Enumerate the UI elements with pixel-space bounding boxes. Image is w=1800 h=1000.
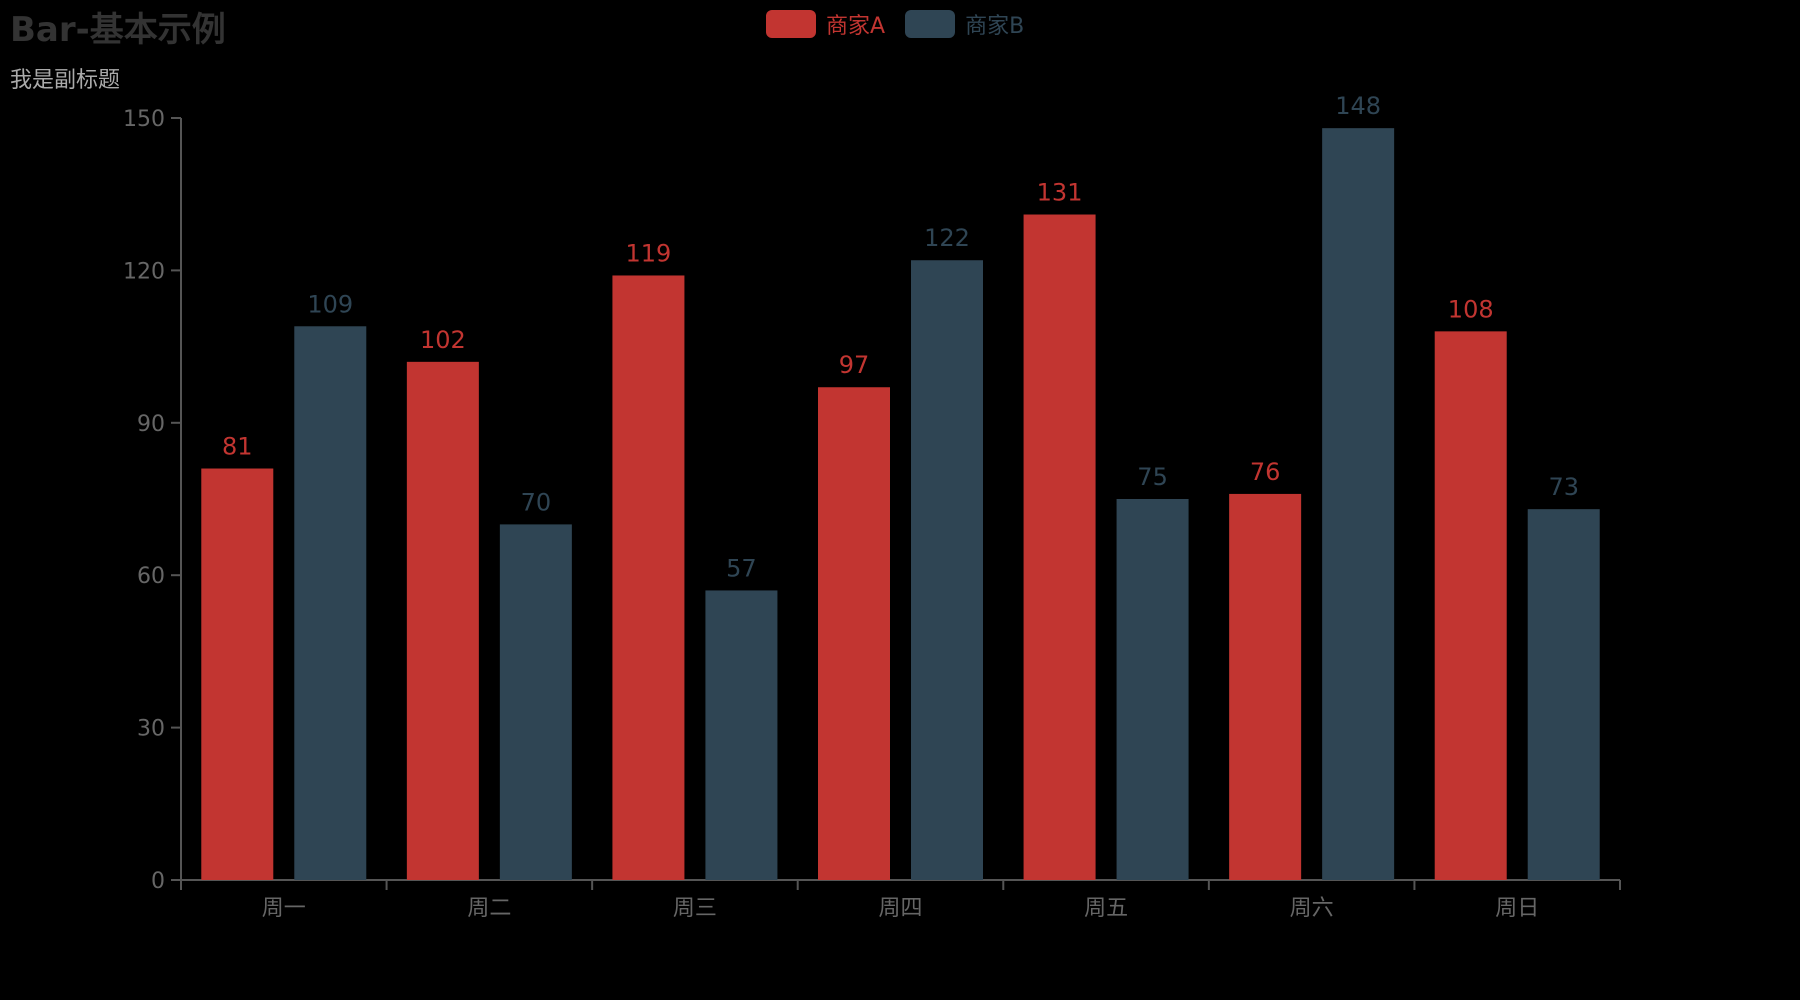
y-tick-label-4: 120 <box>123 259 165 284</box>
bar-s1-0 <box>294 326 367 880</box>
bar-s1-4 <box>1116 499 1189 880</box>
bar-s0-0 <box>201 468 274 880</box>
bar-s1-3 <box>911 260 983 880</box>
y-tick-label-0: 0 <box>151 869 165 894</box>
y-tick-label-3: 90 <box>137 412 165 437</box>
data-label-s1-6: 73 <box>1548 473 1579 501</box>
data-label-s1-4: 75 <box>1137 463 1168 491</box>
bar-s1-1 <box>499 524 572 880</box>
data-label-s0-4: 131 <box>1037 179 1083 207</box>
data-label-s0-1: 102 <box>420 326 466 354</box>
chart-title: Bar-基本示例 <box>10 10 226 50</box>
data-label-s1-0: 109 <box>307 290 353 318</box>
data-label-s0-6: 108 <box>1448 295 1494 323</box>
bar-s1-5 <box>1322 128 1395 880</box>
data-label-s0-0: 81 <box>222 433 253 461</box>
x-tick-label-4: 周五 <box>1084 896 1128 921</box>
data-label-s0-2: 119 <box>626 239 672 267</box>
y-tick-label-5: 150 <box>123 107 165 132</box>
y-tick-label-1: 30 <box>137 717 165 742</box>
data-label-s1-3: 122 <box>924 224 970 252</box>
legend: 商家A 商家B <box>766 8 1044 40</box>
legend-swatch-b <box>905 10 956 38</box>
bar-s1-2 <box>705 590 778 880</box>
data-label-s0-5: 76 <box>1250 458 1281 486</box>
x-tick-label-0: 周一 <box>262 896 306 921</box>
data-label-s0-3: 97 <box>839 351 870 379</box>
legend-item-a[interactable]: 商家A <box>766 8 885 40</box>
x-tick-label-2: 周三 <box>673 896 717 921</box>
bar-s0-2 <box>612 275 685 881</box>
x-tick-label-3: 周四 <box>878 896 922 921</box>
chart-subtitle: 我是副标题 <box>10 68 121 93</box>
bar-s0-6 <box>1434 331 1507 880</box>
x-tick-label-1: 周二 <box>467 896 511 921</box>
legend-item-b[interactable]: 商家B <box>905 8 1024 40</box>
y-tick-label-2: 60 <box>137 564 165 589</box>
x-tick-label-6: 周日 <box>1495 896 1539 921</box>
x-tick-label-5: 周六 <box>1290 896 1334 921</box>
bar-s0-1 <box>406 361 479 881</box>
data-label-s1-1: 70 <box>521 488 552 516</box>
bar-s0-3 <box>818 387 890 880</box>
bar-s0-5 <box>1229 493 1302 880</box>
legend-swatch-a <box>766 10 816 38</box>
legend-label-b: 商家B <box>965 14 1025 39</box>
data-label-s1-5: 148 <box>1335 92 1381 120</box>
bar-s0-4 <box>1023 214 1096 880</box>
legend-label-a: 商家A <box>826 14 886 39</box>
data-label-s1-2: 57 <box>726 554 757 582</box>
bar-s1-6 <box>1527 509 1600 880</box>
